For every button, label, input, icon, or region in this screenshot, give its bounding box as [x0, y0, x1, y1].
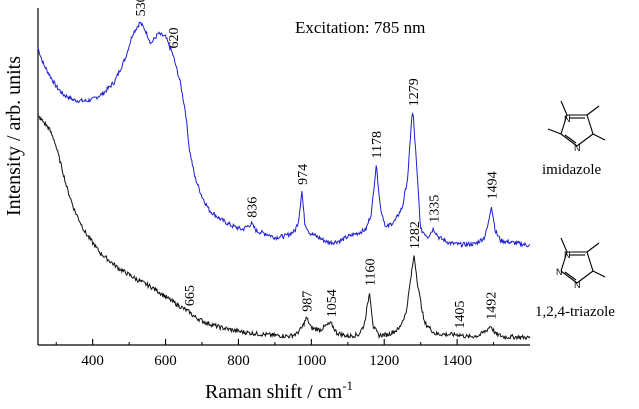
- peak-label-1160: 1160: [364, 259, 379, 286]
- peak-label-1279: 1279: [407, 78, 422, 106]
- peak-label-665: 665: [183, 285, 198, 306]
- peak-labels: 530 620 836 974 1178 1279 1335 1494 665 987 1054 11…: [134, 0, 500, 329]
- x-tick-label-1200: 1200: [369, 353, 399, 369]
- imidazole-structure: [547, 100, 606, 147]
- x-tick-label-600: 600: [154, 353, 177, 369]
- peak-label-987: 987: [301, 291, 316, 312]
- imidazole-n3: N: [574, 143, 581, 153]
- x-tick-label-800: 800: [227, 353, 250, 369]
- peak-label-974: 974: [296, 164, 311, 185]
- series-triazole-line: [37, 114, 531, 341]
- peak-label-1492: 1492: [485, 292, 500, 320]
- peak-label-1282: 1282: [408, 221, 423, 249]
- x-tick-label-1000: 1000: [296, 353, 326, 369]
- peak-label-836: 836: [246, 197, 261, 218]
- x-ticks: 400 600 800 1000 1200 1400: [55, 339, 495, 369]
- x-tick-label-1400: 1400: [442, 353, 472, 369]
- x-axis-title: Raman shift / cm-1: [205, 378, 353, 403]
- imidazole-label: imidazole: [542, 162, 601, 178]
- imidazole-n1: N: [564, 114, 571, 124]
- triazole-structure: [560, 237, 606, 284]
- peak-label-1494: 1494: [485, 171, 500, 199]
- peak-label-1054: 1054: [325, 289, 340, 317]
- x-axis-title-main: Raman shift / cm: [205, 381, 343, 403]
- peak-label-530: 530: [134, 0, 149, 16]
- series-imidazole-line: [37, 21, 531, 248]
- triazole-n2: N: [556, 267, 563, 277]
- triazole-n4: N: [574, 280, 581, 290]
- x-tick-label-400: 400: [81, 353, 104, 369]
- series-layer: [37, 21, 531, 341]
- triazole-label: 1,2,4-triazole: [535, 304, 615, 320]
- y-axis-title: Intensity / arb. units: [3, 56, 25, 216]
- x-axis-title-superscript: -1: [342, 378, 353, 393]
- peak-label-1335: 1335: [427, 195, 442, 223]
- excitation-annotation: Excitation: 785 nm: [295, 18, 425, 37]
- peak-label-1178: 1178: [370, 131, 385, 158]
- peak-label-620: 620: [167, 28, 182, 49]
- peak-label-1405: 1405: [453, 301, 468, 329]
- triazole-n1: N: [564, 250, 571, 260]
